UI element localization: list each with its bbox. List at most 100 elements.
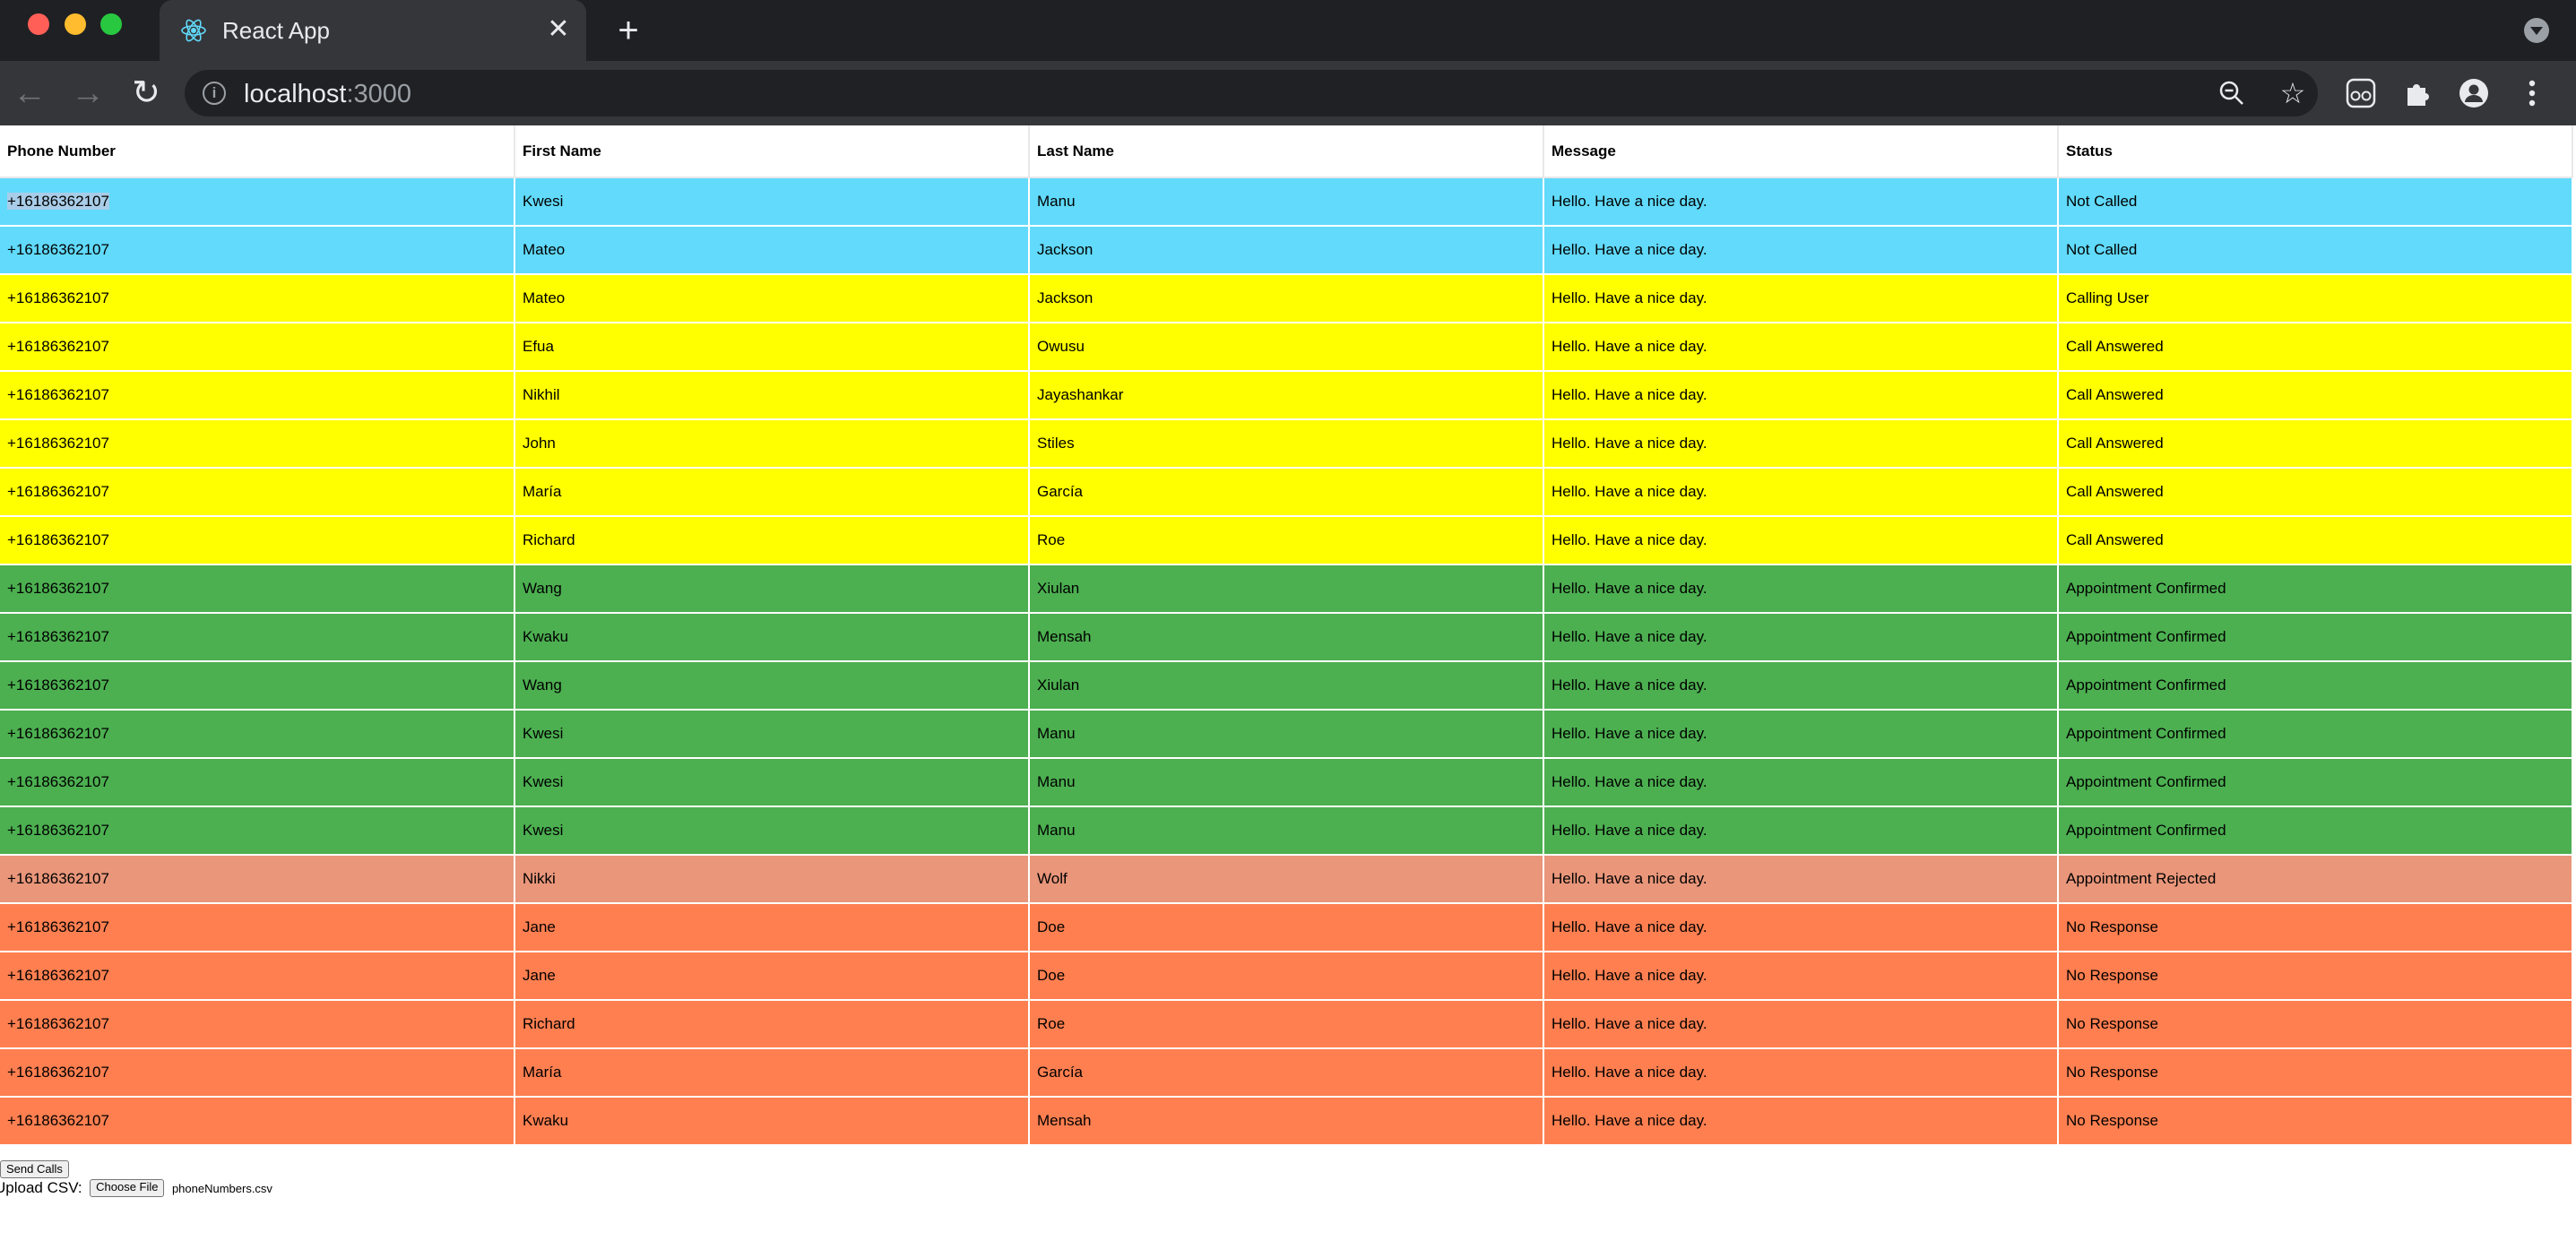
extension-icon[interactable] [2345,77,2377,109]
message-cell: Hello. Have a nice day. [1543,564,2059,614]
phone-number-cell: +16186362107 [0,516,515,565]
message-cell: Hello. Have a nice day. [1543,516,2059,565]
url-text[interactable]: localhost:3000 [244,80,411,109]
message-cell: Hello. Have a nice day. [1543,758,2059,807]
header-first-name: First Name [514,125,1030,178]
profile-icon[interactable] [2458,77,2490,109]
last-name-cell: Stiles [1029,419,1544,469]
last-name-cell: Xiulan [1029,564,1544,614]
status-cell: No Response [2058,1097,2573,1146]
zoom-out-icon[interactable] [2217,79,2246,108]
status-cell: Call Answered [2058,419,2573,469]
phone-number-cell: +16186362107 [0,274,515,323]
message-cell: Hello. Have a nice day. [1543,806,2059,856]
phone-number-cell: +16186362107 [0,371,515,420]
first-name-cell: Kwaku [514,1097,1030,1146]
first-name-cell: Efua [514,323,1030,372]
table-row: +16186362107 Efua Owusu Hello. Have a nice … [0,323,2573,372]
table-row: +16186362107 John Stiles Hello. Have a nice… [0,419,2573,469]
last-name-cell: García [1029,1048,1544,1098]
message-cell: Hello. Have a nice day. [1543,613,2059,662]
first-name-cell: Kwesi [514,758,1030,807]
table-row: +16186362107 Kwesi Manu Hello. Have a nice … [0,177,2573,227]
last-name-cell: Mensah [1029,613,1544,662]
phone-number-cell: +16186362107 [0,226,515,275]
last-name-cell: Wolf [1029,855,1544,904]
first-name-cell: Richard [514,1000,1030,1049]
message-cell: Hello. Have a nice day. [1543,1000,2059,1049]
table-row: +16186362107 Nikhil Jayashankar Hello. Have… [0,371,2573,420]
selected-text: +16186362107 [7,193,109,210]
first-name-cell: María [514,468,1030,517]
send-calls-button[interactable]: Send Calls [0,1160,69,1178]
table-row: +16186362107 Richard Roe Hello. Have a nice… [0,516,2573,565]
status-cell: Calling User [2058,274,2573,323]
first-name-cell: Jane [514,952,1030,1001]
puzzle-icon[interactable] [2402,77,2434,109]
last-name-cell: Roe [1029,516,1544,565]
phone-number-cell: +16186362107 [0,710,515,759]
last-name-cell: Jayashankar [1029,371,1544,420]
site-info-icon[interactable]: i [203,82,226,105]
close-tab-icon[interactable]: ✕ [547,14,570,44]
message-cell: Hello. Have a nice day. [1543,468,2059,517]
upload-csv-label: Upload CSV: [0,1179,82,1196]
first-name-cell: Mateo [514,226,1030,275]
table-row: +16186362107 Kwesi Manu Hello. Have a nice … [0,710,2573,759]
status-cell: No Response [2058,1000,2573,1049]
new-tab-icon[interactable]: + [618,11,639,50]
calls-table: Phone Number First Name Last Name Messag… [0,125,2573,1146]
page-content: Phone Number First Name Last Name Messag… [0,125,2576,1258]
status-cell: Call Answered [2058,371,2573,420]
phone-number-cell: +16186362107 [0,952,515,1001]
react-logo-icon [181,19,206,42]
message-cell: Hello. Have a nice day. [1543,1097,2059,1146]
more-menu-icon[interactable] [2519,77,2546,109]
address-bar[interactable]: i localhost:3000 ☆ [185,70,2318,116]
table-row: +16186362107 Kwesi Manu Hello. Have a nice … [0,758,2573,807]
table-header-row: Phone Number First Name Last Name Messag… [0,125,2573,178]
upload-csv-row: Upload CSV: Choose File phoneNumbers.csv [0,1179,272,1199]
header-phone-number: Phone Number [0,125,515,178]
last-name-cell: Owusu [1029,323,1544,372]
last-name-cell: Manu [1029,177,1544,227]
status-cell: No Response [2058,952,2573,1001]
phone-number-cell: +16186362107 [0,1000,515,1049]
table-row: +16186362107 Wang Xiulan Hello. Have a nice… [0,564,2573,614]
status-cell: Appointment Confirmed [2058,661,2573,711]
first-name-cell: Richard [514,516,1030,565]
table-row: +16186362107 Kwaku Mensah Hello. Have a nic… [0,1097,2573,1146]
choose-file-button[interactable]: Choose File [90,1179,165,1197]
first-name-cell: María [514,1048,1030,1098]
back-icon[interactable]: ← [13,74,47,112]
phone-number-cell: +16186362107 [0,564,515,614]
tab-title: React App [222,17,330,44]
header-status: Status [2058,125,2573,178]
last-name-cell: Jackson [1029,226,1544,275]
phone-number-cell: +16186362107 [0,419,515,469]
bookmark-star-icon[interactable]: ☆ [2279,77,2306,109]
status-cell: Call Answered [2058,516,2573,565]
forward-icon[interactable]: → [71,74,105,112]
table-row: +16186362107 María García Hello. Have a nic… [0,1048,2573,1098]
table-row: +16186362107 Jane Doe Hello. Have a nice da… [0,952,2573,1001]
table-row: +16186362107 Richard Roe Hello. Have a nice… [0,1000,2573,1049]
table-body: +16186362107 Kwesi Manu Hello. Have a nice … [0,177,2573,1146]
first-name-cell: Nikhil [514,371,1030,420]
tab-search-icon[interactable] [2524,18,2549,43]
browser-tab[interactable]: React App ✕ [160,0,586,61]
status-cell: Not Called [2058,226,2573,275]
minimize-window-button[interactable] [65,13,86,35]
reload-icon[interactable]: ↻ [132,74,160,112]
first-name-cell: Kwesi [514,177,1030,227]
maximize-window-button[interactable] [100,13,122,35]
status-cell: No Response [2058,1048,2573,1098]
table-row: +16186362107 Nikki Wolf Hello. Have a nice … [0,855,2573,904]
phone-number-cell: +16186362107 [0,903,515,952]
last-name-cell: Xiulan [1029,661,1544,711]
header-message: Message [1543,125,2059,178]
last-name-cell: García [1029,468,1544,517]
phone-number-cell: +16186362107 [0,468,515,517]
close-window-button[interactable] [28,13,49,35]
phone-number-cell: +16186362107 [0,855,515,904]
